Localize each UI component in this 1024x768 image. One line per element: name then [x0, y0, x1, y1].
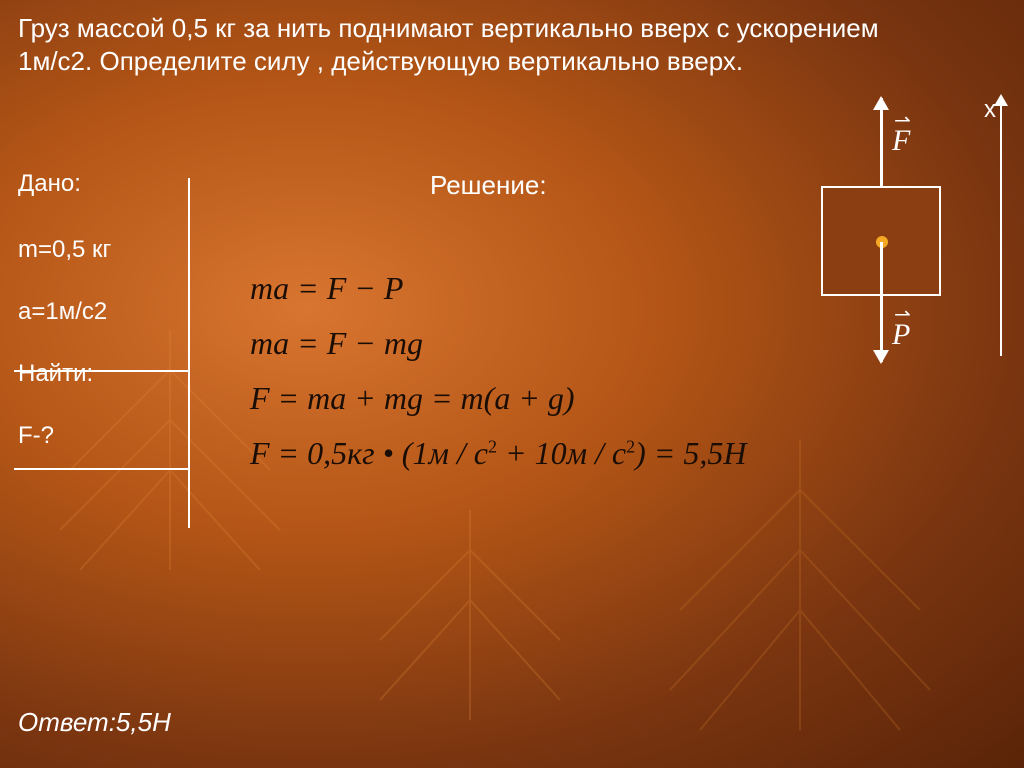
find-force: F-? [18, 422, 178, 450]
given-divider-h2 [14, 468, 188, 470]
equation-1: ma = F − P [250, 270, 746, 307]
axis-arrow-x [1000, 96, 1002, 356]
find-header: Найти: [18, 360, 178, 388]
given-mass: m=0,5 кг [18, 236, 178, 264]
force-arrow-down [880, 242, 883, 362]
given-acceleration: а=1м/с2 [18, 298, 178, 326]
force-label-P: ⇀P [892, 318, 910, 352]
equation-4: F = 0,5кг • (1м / с2 + 10м / с2) = 5,5H [250, 435, 746, 472]
force-diagram: ⇀F ⇀P [796, 96, 966, 376]
answer-text: Ответ:5,5H [18, 707, 171, 738]
equation-3: F = ma + mg = m(a + g) [250, 380, 746, 417]
given-divider-vertical [188, 178, 190, 528]
equation-2: ma = F − mg [250, 325, 746, 362]
solution-equations: ma = F − P ma = F − mg F = ma + mg = m(a… [250, 270, 746, 490]
given-divider-h1 [14, 370, 188, 372]
solution-header: Решение: [430, 170, 547, 201]
force-label-F: ⇀F [892, 124, 910, 158]
given-header: Дано: [18, 170, 178, 198]
problem-statement: Груз массой 0,5 кг за нить поднимают вер… [18, 12, 914, 77]
